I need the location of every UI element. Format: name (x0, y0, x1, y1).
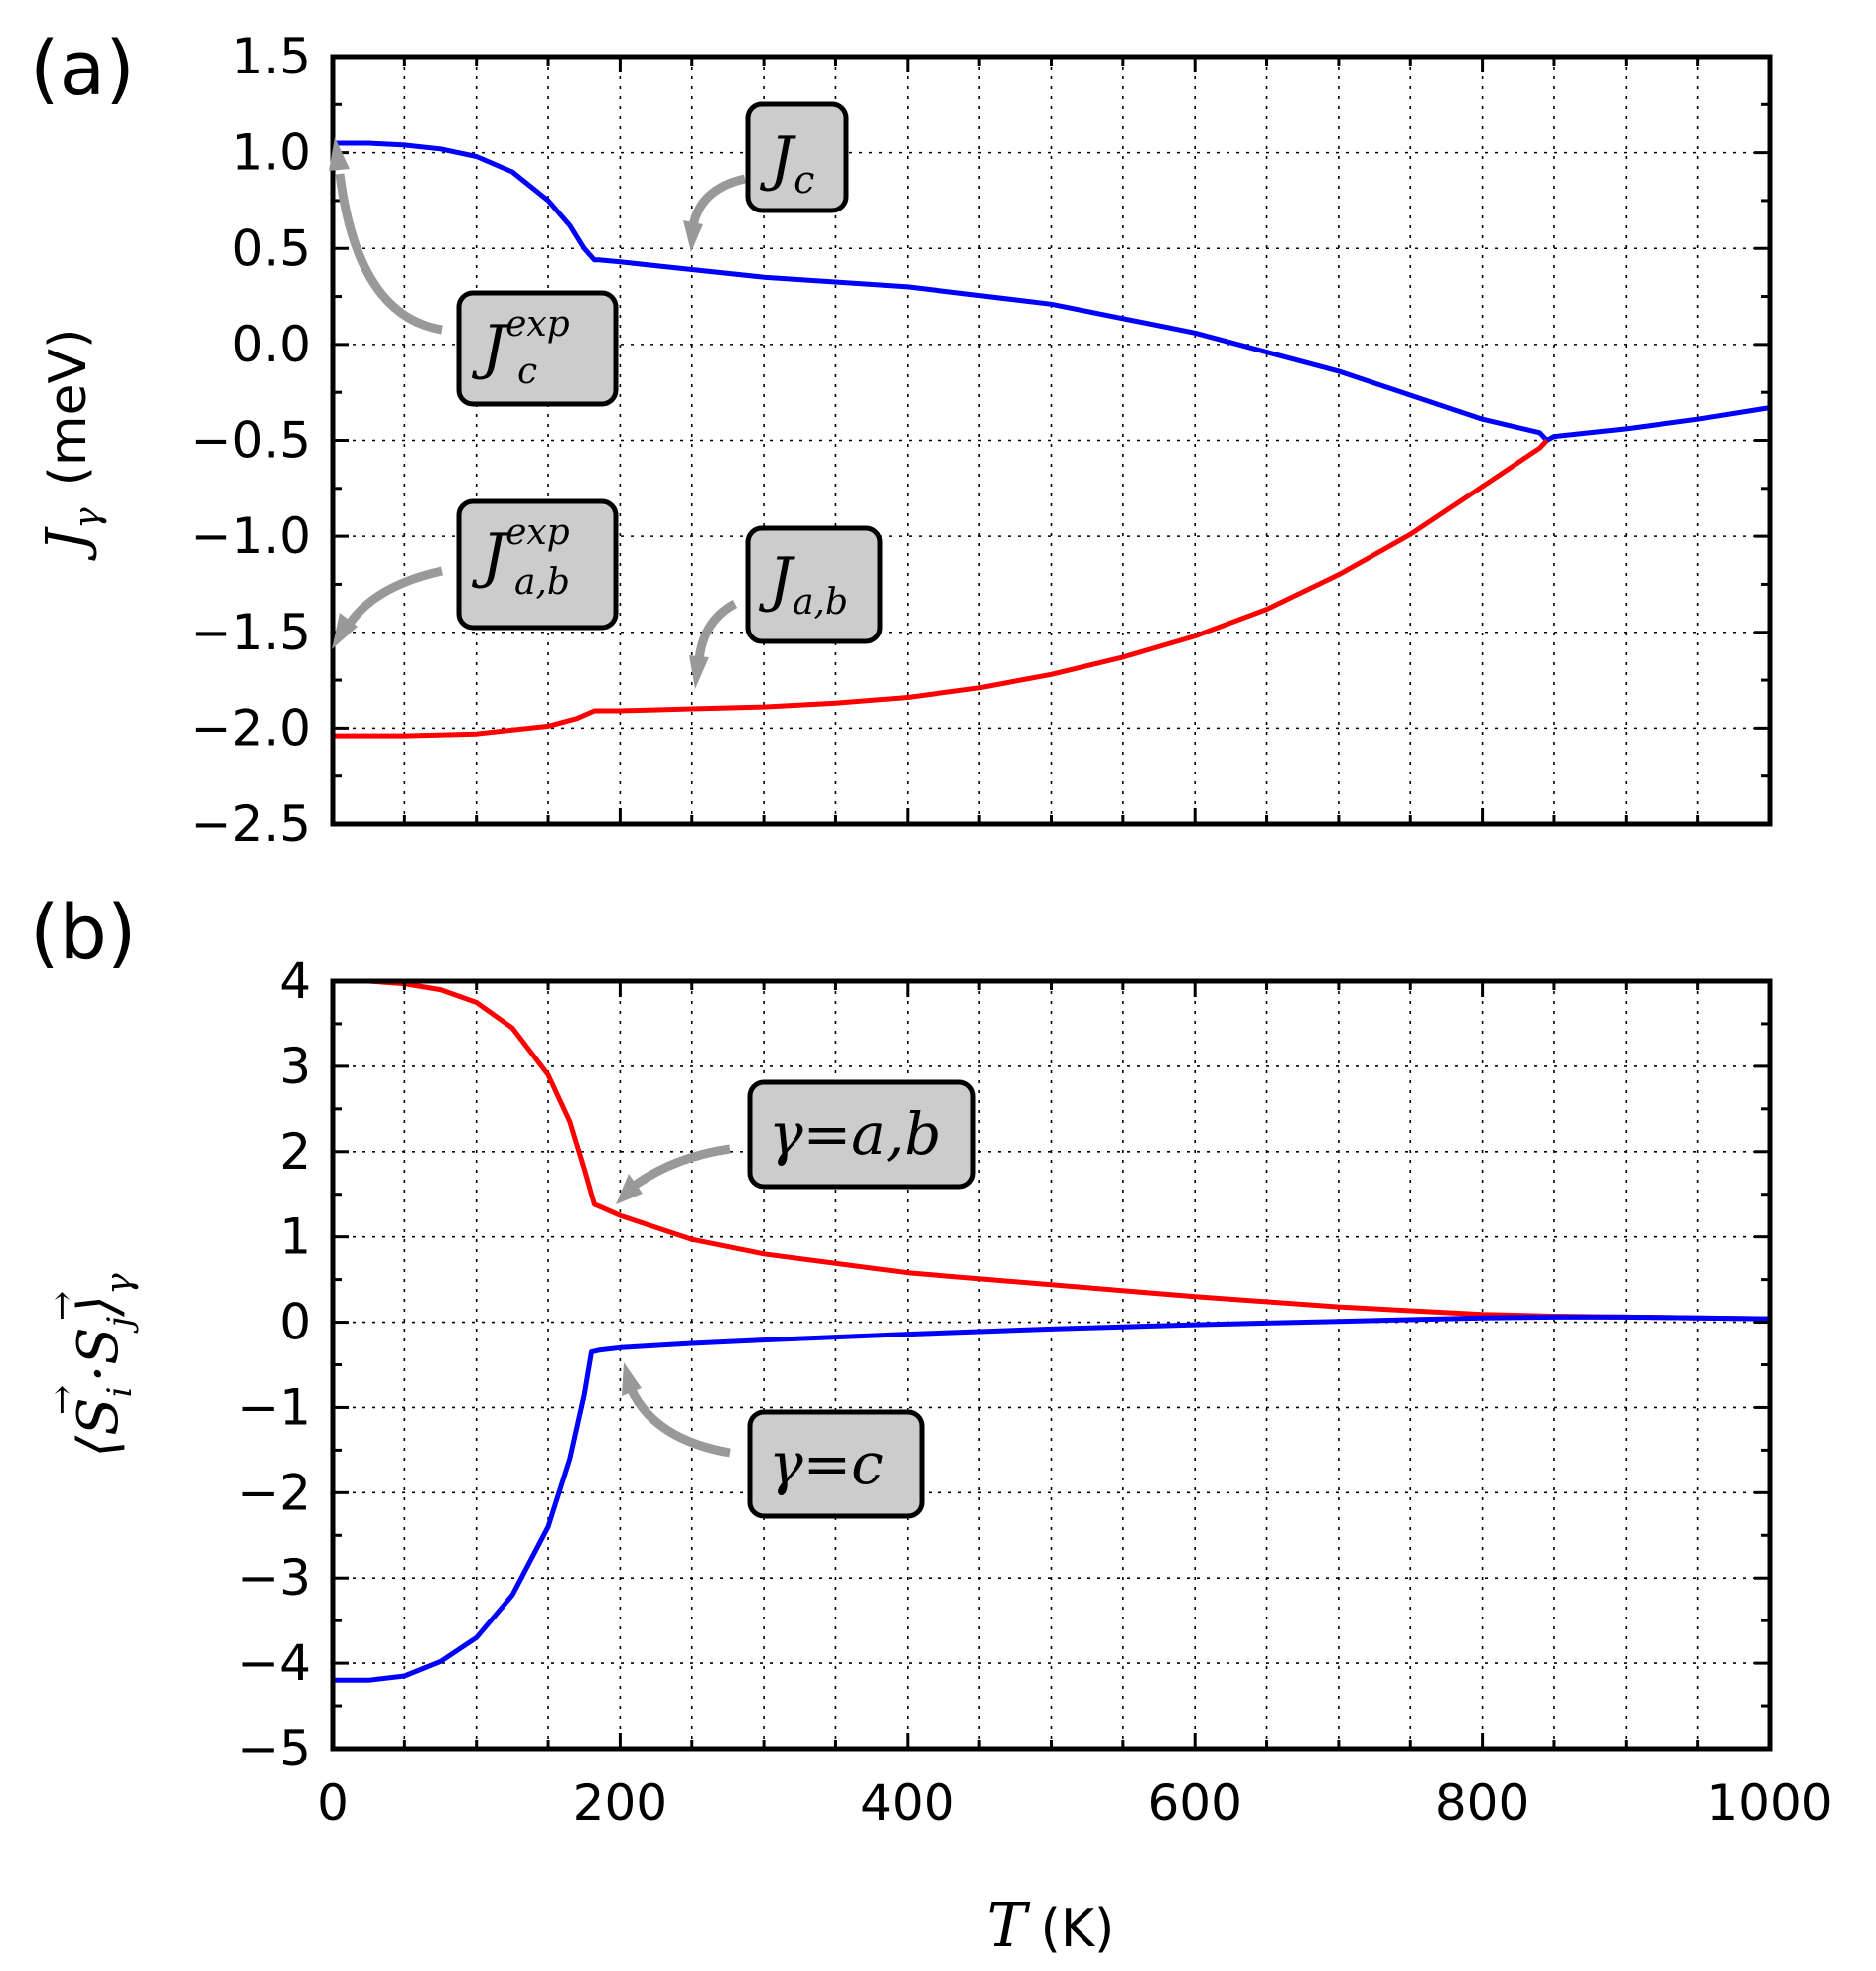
panel-b-label: (b) (30, 888, 137, 976)
series-line-gamma-c (333, 1314, 1770, 1683)
panel-a-label: (a) (30, 24, 135, 112)
ylabel-i: i (100, 1387, 140, 1398)
annotation-arrowhead (332, 613, 358, 649)
annotation-value: c (851, 1430, 883, 1497)
x-tick-label: 600 (1147, 1774, 1241, 1832)
annotation-box (745, 525, 883, 644)
annotation-arrow (346, 566, 443, 627)
annotation-sub: a,b (514, 562, 570, 603)
annotation-j-ab: Ja,b (689, 525, 883, 689)
annotation-sup: exp (505, 304, 570, 345)
annotation-box (745, 101, 849, 213)
y-tick-label: 1 (279, 1208, 311, 1266)
panel-a-gridlines (333, 57, 1770, 824)
ylabel-s: S (67, 1327, 131, 1364)
annotation-j-c: Jc (683, 101, 849, 252)
ylabel-sub-gamma: γ (99, 1273, 140, 1295)
ylabel-vector-arrow: → (42, 1291, 82, 1321)
annotation-box (747, 1409, 925, 1519)
x-tick-label: 0 (317, 1774, 349, 1832)
y-tick-label: −1.5 (191, 604, 311, 661)
annotation-arrowhead (616, 1174, 643, 1204)
annotation-arrow (335, 173, 443, 335)
annotation-text: γ=c (769, 1430, 884, 1497)
panel-a-ylabel-symbol: J (35, 525, 99, 561)
x-tick-label: 200 (573, 1774, 667, 1832)
y-tick-label: 0 (279, 1294, 311, 1351)
panel-a-ylabel-unit: (meV) (39, 329, 98, 487)
ylabel-dot: · (67, 1365, 131, 1383)
series-line-gamma-ab (333, 981, 1770, 1322)
x-axis-label: T (K) (987, 1892, 1115, 1961)
annotation-j-c-exp: Jexp c (329, 137, 619, 407)
y-tick-label: 1.5 (231, 28, 311, 85)
y-tick-label: −0.5 (191, 412, 311, 470)
annotation-box (456, 290, 619, 407)
annotation-arrowhead (329, 137, 350, 171)
y-tick-label: −4 (237, 1634, 311, 1692)
panel-b-frame (330, 978, 1773, 1752)
ylabel-left-bracket: ⟨ (67, 1435, 131, 1458)
annotation-box (456, 498, 619, 631)
annotation-arrow (694, 600, 738, 661)
x-axis-label-unit: (K) (1041, 1900, 1115, 1959)
annotation-arrowhead (622, 1362, 642, 1396)
ylabel-right-bracket: ⟩ (67, 1295, 131, 1318)
annotation-text: Ja,b (758, 545, 848, 623)
y-tick-label: 4 (279, 952, 311, 1010)
annotation-gamma: γ (769, 1100, 803, 1168)
x-tick-label: 1000 (1706, 1774, 1832, 1832)
panel-b-ylabel: ⟨Si·Sj⟩γ (67, 1273, 140, 1458)
annotation-j-ab-exp: Jexp a,b (332, 498, 619, 649)
y-tick-label: −2.0 (191, 699, 311, 757)
annotation-sub: c (517, 352, 537, 392)
annotation-box (747, 1079, 976, 1190)
x-axis-label-symbol: T (987, 1892, 1031, 1961)
annotation-gamma: γ (769, 1430, 803, 1497)
y-tick-label: −2.5 (191, 795, 311, 853)
x-tick-label: 800 (1435, 1774, 1529, 1832)
annotation-arrow (688, 174, 747, 228)
y-tick-label: −3 (237, 1549, 311, 1607)
panel-a-series (333, 140, 1770, 739)
annotation-value: a,b (851, 1100, 940, 1168)
panel-a-ticks: 1.5 1.0 0.5 0.0 −0.5 −1.0 −1.5 −2.0 −2.5 (191, 28, 1770, 853)
annotation-arrow (633, 1144, 731, 1189)
annotation-gamma-c: γ=c (622, 1362, 925, 1519)
y-tick-label: 0.5 (231, 219, 311, 277)
y-tick-label: 2 (279, 1123, 311, 1181)
annotation-equals: = (803, 1100, 852, 1168)
ylabel-s: S (67, 1397, 131, 1435)
annotation-sub: a,b (793, 582, 848, 623)
annotation-gamma-ab: γ=a,b (616, 1079, 976, 1204)
annotation-sub: c (794, 158, 814, 202)
y-tick-label: −1.0 (191, 507, 311, 565)
ylabel-vector-arrow: → (42, 1385, 82, 1415)
annotation-arrowhead (689, 655, 709, 689)
panel-b-gridlines (333, 981, 1770, 1749)
panel-a: (a) 1.5 1.0 0.5 0.0 −0.5 −1.0 −1.5 −2.0 −2.5 Jγ (… (30, 24, 1773, 853)
series-line-j-ab (333, 438, 1549, 739)
annotation-text: γ=a,b (769, 1100, 940, 1168)
y-tick-label: −2 (237, 1464, 311, 1521)
y-tick-label: 0.0 (231, 316, 311, 373)
annotation-arrow (627, 1387, 731, 1458)
annotation-arrowhead (683, 220, 703, 252)
y-tick-label: −5 (237, 1720, 311, 1777)
panel-a-ylabel-subscript: γ (68, 507, 108, 529)
panel-a-ylabel: Jγ (meV) (35, 329, 108, 562)
annotation-sup: exp (505, 512, 570, 553)
y-tick-label: 1.0 (231, 124, 311, 182)
x-tick-label: 400 (860, 1774, 954, 1832)
panel-b-series (333, 981, 1770, 1683)
y-tick-label: −1 (237, 1378, 311, 1436)
annotation-equals: = (803, 1430, 852, 1497)
y-tick-label: 3 (279, 1038, 311, 1095)
panel-a-frame (330, 54, 1773, 827)
